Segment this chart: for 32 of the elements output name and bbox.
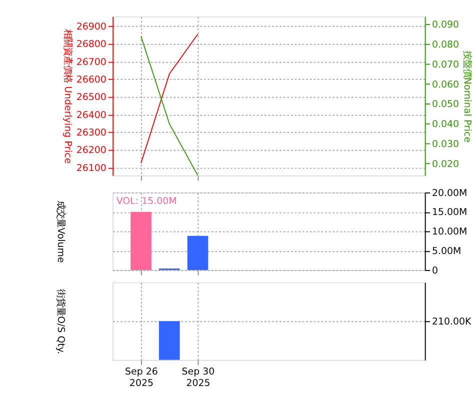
y-tick-label: 26900 (76, 21, 106, 32)
y-tick-label: 26500 (76, 92, 106, 104)
bar (130, 212, 152, 270)
x-tick-label: Sep 30 2025 (182, 366, 215, 389)
y2-tick-label: 0.080 (432, 40, 460, 51)
y2-axis-title: 按盤價Nominal Price (462, 50, 473, 143)
y-axis-title: 相關資產價格 Underlying Price (62, 29, 73, 164)
y-tick-label: 26800 (76, 39, 106, 50)
y-tick-label: 26200 (76, 145, 106, 156)
y-tick-label: 26400 (76, 110, 106, 121)
y-tick-label: 26600 (76, 74, 106, 86)
y2-tick-label: 0.050 (432, 99, 460, 110)
y-tick-label: 210.00K (432, 316, 472, 328)
y-tick-label: 26700 (76, 56, 106, 68)
y-axis-title: 成交量Volume (55, 200, 66, 263)
y-tick-label: 10.00M (432, 226, 468, 238)
y2-tick-label: 0.070 (432, 59, 460, 70)
y-axis-title: 街貨量O/S Qty. (55, 289, 66, 354)
y2-tick-label: 0.020 (432, 158, 460, 170)
y2-tick-label: 0.040 (432, 119, 460, 130)
bar (187, 236, 208, 270)
y-tick-label: 26100 (76, 162, 106, 174)
y2-tick-label: 0.030 (432, 138, 460, 150)
y-tick-label: 5.00M (432, 246, 462, 257)
y2-tick-label: 0.090 (432, 20, 460, 31)
x-tick-label: Sep 26 2025 (125, 366, 158, 389)
y2-tick-label: 0.060 (432, 79, 460, 90)
annotation: VOL: 15.00M (116, 196, 177, 207)
y-tick-label: 20.00M (432, 188, 468, 199)
y-tick-label: 0 (432, 265, 438, 276)
y-tick-label: 26300 (76, 127, 106, 138)
y-tick-label: 15.00M (432, 207, 468, 218)
